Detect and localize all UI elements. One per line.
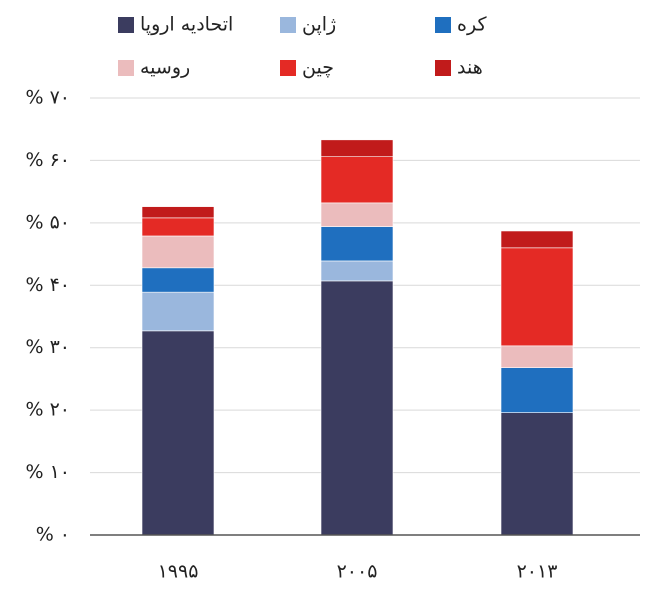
bar-segment — [320, 202, 394, 227]
y-tick-label: % ۴۰ — [25, 274, 70, 296]
x-tick-label: ۲۰۱۳ — [517, 561, 558, 583]
legend-label: روسیه — [140, 57, 190, 79]
bar-segment — [141, 206, 215, 219]
bar-segment — [141, 267, 215, 293]
x-tick-label: ۲۰۰۵ — [337, 561, 378, 583]
legend-swatch — [118, 60, 134, 76]
y-tick-label: % ۲۰ — [25, 399, 70, 421]
legend-label: ژاپن — [302, 14, 336, 36]
bar-segment — [141, 330, 215, 536]
legend-swatch — [118, 17, 134, 33]
legend-swatch — [280, 17, 296, 33]
bar-segment — [320, 226, 394, 262]
bar-segment — [320, 280, 394, 536]
bar-segment — [500, 345, 574, 368]
x-tick-label: ۱۹۹۵ — [158, 561, 199, 583]
bar-segment — [500, 230, 574, 249]
y-tick-label: % ۳۰ — [25, 336, 70, 358]
bar-segment — [141, 235, 215, 269]
bar-segment — [500, 367, 574, 413]
y-tick-label: % ۶۰ — [25, 149, 70, 171]
y-tick-label: % ۱۰ — [25, 461, 70, 483]
bar-segment — [320, 260, 394, 282]
bar-segment — [320, 139, 394, 157]
y-tick-label: % ۵۰ — [25, 211, 70, 233]
bar-segment — [500, 412, 574, 536]
legend-swatch — [435, 60, 451, 76]
legend-label: هند — [457, 57, 483, 79]
bar-segment — [500, 247, 574, 347]
legend-label: اتحادیه اروپا — [140, 14, 233, 36]
legend-swatch — [280, 60, 296, 76]
y-tick-label: % ۰ — [36, 524, 70, 546]
y-tick-label: % ۷۰ — [25, 87, 70, 109]
bar-segment — [320, 156, 394, 204]
legend-label: چین — [302, 57, 334, 79]
legend-swatch — [435, 17, 451, 33]
bar-segment — [141, 217, 215, 237]
legend-label: کره — [457, 14, 487, 36]
bar-segment — [141, 291, 215, 332]
